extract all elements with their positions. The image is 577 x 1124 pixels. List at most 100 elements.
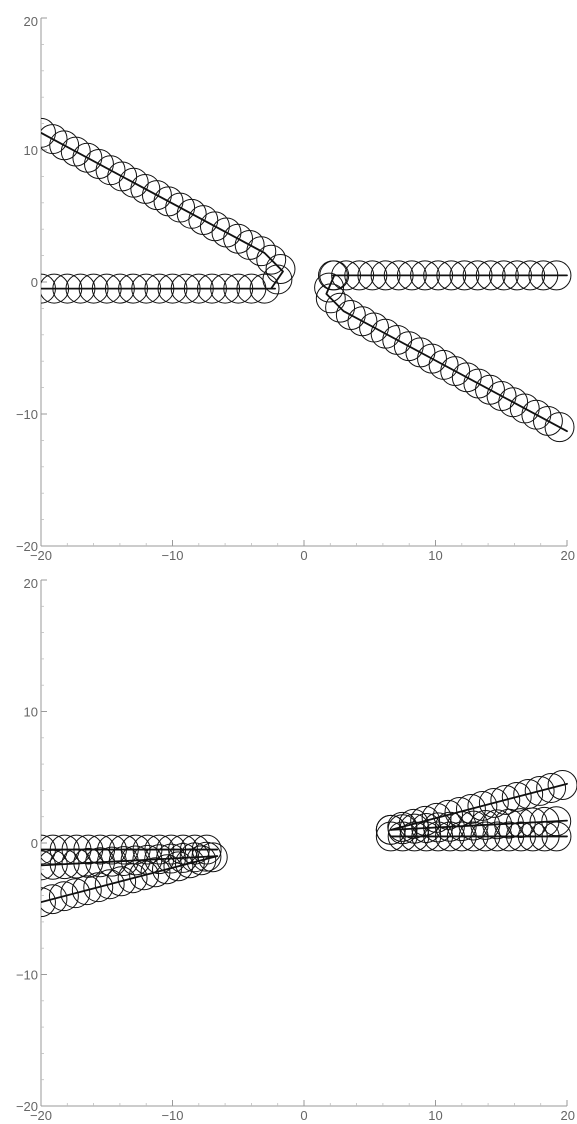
trajectory-circle-marker xyxy=(223,273,254,304)
trajectory-circle-marker xyxy=(108,846,139,876)
trajectory-circle-marker xyxy=(131,273,162,304)
plot-area xyxy=(41,770,577,918)
trajectory-line xyxy=(41,855,219,904)
trajectory-circle-marker xyxy=(52,273,83,304)
trajectory-circle-marker xyxy=(344,260,375,291)
y-tick-label: 20 xyxy=(24,576,38,591)
trajectory-circle-marker xyxy=(315,283,346,314)
x-tick-label: −20 xyxy=(30,548,52,563)
y-tick-label: −10 xyxy=(16,407,38,422)
trajectory-circle-marker xyxy=(186,845,217,876)
y-tick-label: −20 xyxy=(16,539,38,554)
trajectory-circle-marker xyxy=(108,834,139,865)
trajectory-circle-marker xyxy=(144,273,175,304)
trajectory-circle-marker xyxy=(157,273,188,304)
trajectory-circle-marker xyxy=(48,881,79,912)
trajectory-line xyxy=(389,782,568,831)
y-tick-label: −10 xyxy=(16,968,38,983)
trajectory-circle-marker xyxy=(396,260,427,291)
trajectory-circle-marker xyxy=(528,260,559,291)
y-tick-label: 20 xyxy=(24,14,38,29)
trajectory-circle-marker xyxy=(246,236,277,267)
trajectory-line xyxy=(325,274,568,433)
trajectory-circle-marker xyxy=(174,848,205,879)
y-tick-label: 0 xyxy=(31,275,38,290)
trajectory-circle-marker xyxy=(502,260,532,291)
trajectory-circle-marker xyxy=(515,260,546,291)
y-tick-label: 10 xyxy=(24,143,38,158)
trajectory-circle-marker xyxy=(458,821,489,852)
trajectory-circle-marker xyxy=(544,412,575,443)
trajectory-circle-marker xyxy=(118,273,149,304)
trajectory-circle-marker xyxy=(197,842,228,873)
trajectory-circle-marker xyxy=(256,244,287,275)
trajectory-circle-marker xyxy=(411,821,442,852)
trajectory-line xyxy=(41,131,284,290)
trajectory-circle-marker xyxy=(462,260,493,291)
trajectory-circle-marker xyxy=(423,260,454,291)
trajectory-circle-marker xyxy=(513,778,544,809)
trajectory-circle-marker xyxy=(410,805,441,836)
trajectory-circle-marker xyxy=(421,802,452,833)
plot-area xyxy=(41,117,575,443)
trajectory-circle-marker xyxy=(91,273,122,304)
trajectory-circle-marker xyxy=(151,854,182,885)
trajectory-circle-marker xyxy=(475,260,506,291)
trajectory-circle-marker xyxy=(488,260,519,291)
x-tick-label: 0 xyxy=(300,1108,307,1123)
trajectory-circle-marker xyxy=(423,812,454,843)
trajectory-circle-marker xyxy=(179,834,210,865)
trajectory-circle-marker xyxy=(96,846,127,877)
trajectory-circle-marker xyxy=(398,808,429,839)
trajectory-circle-marker xyxy=(168,834,198,865)
trajectory-circle-marker xyxy=(467,790,498,821)
trajectory-circle-marker xyxy=(41,273,56,304)
trajectory-circle-marker xyxy=(524,776,555,806)
trajectory-circle-marker xyxy=(501,781,532,812)
trajectory-line xyxy=(41,855,219,867)
trajectory-circle-marker xyxy=(411,813,442,843)
trajectory-circle-marker xyxy=(129,860,160,891)
trajectory-circle-marker xyxy=(444,796,475,827)
trajectory-circle-marker xyxy=(78,273,109,304)
trajectory-circle-marker xyxy=(61,848,92,879)
trajectory-circle-marker xyxy=(117,863,148,894)
trajectory-circle-marker xyxy=(140,857,171,888)
trajectory-circle-marker xyxy=(41,273,70,304)
trajectory-circle-marker xyxy=(505,808,536,839)
trajectory-circle-marker xyxy=(196,273,227,304)
trajectory-circle-marker xyxy=(375,821,406,852)
x-tick-label: −10 xyxy=(161,1108,183,1123)
trajectory-circle-marker xyxy=(167,842,198,873)
trajectory-circle-marker xyxy=(370,260,401,291)
x-tick-label: −20 xyxy=(30,1108,52,1123)
x-tick-label: 20 xyxy=(561,548,575,563)
trajectory-circle-marker xyxy=(65,273,96,304)
top-plot-panel: −20 −10 0 10 20 −20 −10 0 10 20 xyxy=(16,14,575,563)
trajectory-circle-marker xyxy=(314,272,345,303)
x-tick-label: −10 xyxy=(161,548,183,563)
trajectory-circle-marker xyxy=(85,847,116,878)
trajectory-circle-marker xyxy=(455,793,486,824)
trajectory-circle-marker xyxy=(41,849,68,880)
y-tick-label: 0 xyxy=(31,836,38,851)
x-tick-label: 10 xyxy=(428,1108,442,1123)
trajectory-circle-marker xyxy=(41,117,56,148)
trajectory-line xyxy=(389,819,568,831)
trajectory-circle-marker xyxy=(106,866,137,897)
trajectory-circle-marker xyxy=(41,850,56,881)
x-tick-label: 0 xyxy=(300,548,307,563)
y-tick-label: −20 xyxy=(16,1099,38,1114)
trajectory-circle-marker xyxy=(49,849,80,880)
trajectory-circle-marker xyxy=(325,292,356,323)
trajectory-circle-marker xyxy=(41,884,68,915)
trajectory-circle-marker xyxy=(478,787,509,818)
trajectory-circle-marker xyxy=(375,814,406,845)
trajectory-circle-marker xyxy=(210,273,241,304)
x-tick-label: 10 xyxy=(428,548,442,563)
trajectory-circle-marker xyxy=(331,260,362,291)
trajectory-circle-marker xyxy=(144,844,175,875)
trajectory-circle-marker xyxy=(265,254,296,284)
trajectory-circle-marker xyxy=(490,784,521,815)
